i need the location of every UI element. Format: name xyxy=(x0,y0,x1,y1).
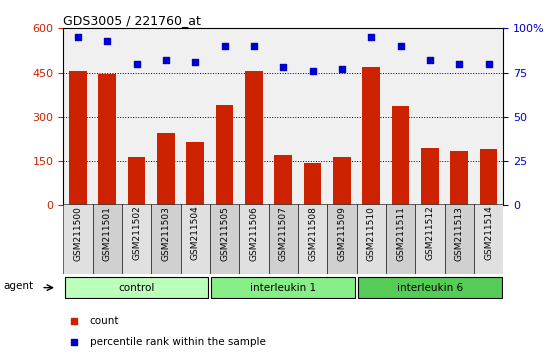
Point xyxy=(279,64,288,70)
Point xyxy=(132,61,141,67)
Point xyxy=(220,43,229,49)
Text: agent: agent xyxy=(3,281,34,291)
Text: GSM211513: GSM211513 xyxy=(455,206,464,261)
Point xyxy=(426,57,434,63)
Text: GSM211500: GSM211500 xyxy=(73,206,82,261)
Bar xyxy=(415,204,444,274)
Text: percentile rank within the sample: percentile rank within the sample xyxy=(90,337,266,348)
Point xyxy=(379,224,388,229)
Bar xyxy=(216,105,233,205)
Point xyxy=(250,43,258,49)
Point xyxy=(367,34,376,40)
Bar xyxy=(268,204,298,274)
Bar xyxy=(444,204,474,274)
Bar xyxy=(333,156,351,205)
Text: GSM211504: GSM211504 xyxy=(191,206,200,261)
Bar xyxy=(392,107,409,205)
Text: GSM211506: GSM211506 xyxy=(249,206,258,261)
Bar xyxy=(421,148,439,205)
Bar xyxy=(304,162,321,205)
Text: GSM211501: GSM211501 xyxy=(103,206,112,261)
Text: GSM211512: GSM211512 xyxy=(425,206,435,261)
Bar xyxy=(474,204,503,274)
Text: interleukin 6: interleukin 6 xyxy=(397,282,463,293)
Text: control: control xyxy=(118,282,155,293)
Bar xyxy=(327,204,356,274)
Text: GSM211514: GSM211514 xyxy=(484,206,493,261)
Point xyxy=(455,61,464,67)
Point xyxy=(484,61,493,67)
Bar xyxy=(480,149,497,205)
Bar xyxy=(122,204,151,274)
Point xyxy=(396,43,405,49)
Bar xyxy=(69,71,87,205)
Bar xyxy=(92,204,122,274)
FancyBboxPatch shape xyxy=(65,277,208,298)
Bar xyxy=(450,151,468,205)
Text: GSM211509: GSM211509 xyxy=(337,206,346,261)
Bar xyxy=(98,74,116,205)
Bar xyxy=(239,204,268,274)
FancyBboxPatch shape xyxy=(211,277,355,298)
Point xyxy=(74,34,82,40)
Text: GSM211507: GSM211507 xyxy=(279,206,288,261)
Text: GSM211511: GSM211511 xyxy=(396,206,405,261)
Text: interleukin 1: interleukin 1 xyxy=(250,282,316,293)
Point xyxy=(162,57,170,63)
Text: GSM211503: GSM211503 xyxy=(161,206,170,261)
Text: GSM211510: GSM211510 xyxy=(367,206,376,261)
Text: GSM211508: GSM211508 xyxy=(308,206,317,261)
Bar xyxy=(356,204,386,274)
Bar xyxy=(180,204,210,274)
Bar xyxy=(274,155,292,205)
Text: count: count xyxy=(90,316,119,326)
FancyBboxPatch shape xyxy=(358,277,502,298)
Point xyxy=(308,68,317,74)
Text: GSM211502: GSM211502 xyxy=(132,206,141,261)
Text: GSM211505: GSM211505 xyxy=(220,206,229,261)
Bar xyxy=(63,204,92,274)
Bar xyxy=(298,204,327,274)
Bar xyxy=(362,67,380,205)
Bar xyxy=(210,204,239,274)
Text: GDS3005 / 221760_at: GDS3005 / 221760_at xyxy=(63,14,201,27)
Bar xyxy=(245,71,263,205)
Bar xyxy=(128,156,145,205)
Bar xyxy=(157,133,175,205)
Point xyxy=(379,27,388,33)
Bar xyxy=(386,204,415,274)
Bar xyxy=(151,204,180,274)
Point xyxy=(338,66,346,72)
Bar xyxy=(186,142,204,205)
Point xyxy=(103,38,112,44)
Point xyxy=(191,59,200,65)
